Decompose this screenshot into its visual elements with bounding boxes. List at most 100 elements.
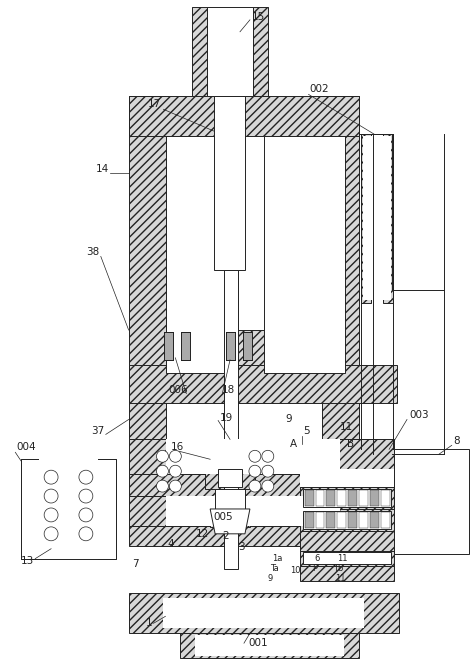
Bar	[337, 512, 346, 528]
Circle shape	[156, 465, 168, 477]
Polygon shape	[210, 509, 250, 534]
Bar	[302, 552, 391, 564]
Text: 38: 38	[86, 247, 99, 257]
Text: 4: 4	[167, 539, 174, 549]
Circle shape	[79, 527, 93, 541]
Text: 002: 002	[310, 84, 329, 94]
Bar	[305, 490, 313, 506]
Text: 11: 11	[337, 554, 348, 563]
Text: 16: 16	[170, 442, 183, 452]
Text: 14: 14	[96, 164, 109, 174]
Bar	[316, 490, 325, 506]
Bar	[359, 490, 368, 506]
Bar	[166, 136, 238, 373]
Text: P: P	[312, 564, 318, 573]
Bar	[243, 332, 252, 360]
Text: 006: 006	[168, 385, 188, 395]
Bar	[337, 490, 346, 506]
Circle shape	[169, 465, 182, 477]
Circle shape	[79, 508, 93, 522]
Bar	[128, 496, 377, 526]
Bar	[128, 96, 359, 136]
Bar	[305, 512, 313, 528]
Text: 004: 004	[16, 442, 36, 452]
Text: 37: 37	[91, 426, 104, 436]
Bar	[300, 531, 394, 550]
Bar	[300, 550, 394, 566]
Bar	[381, 490, 390, 506]
Bar	[166, 496, 340, 526]
Circle shape	[262, 450, 274, 462]
Text: 19: 19	[220, 413, 233, 422]
Bar	[348, 490, 357, 506]
Bar	[363, 136, 391, 300]
Text: 10: 10	[290, 566, 300, 575]
Bar	[210, 509, 250, 527]
Circle shape	[262, 465, 274, 477]
Bar	[166, 440, 340, 474]
Circle shape	[44, 527, 58, 541]
Bar	[128, 96, 166, 440]
Circle shape	[79, 470, 93, 484]
Circle shape	[156, 480, 168, 492]
Circle shape	[156, 450, 168, 462]
Bar	[39, 460, 98, 558]
Bar	[370, 490, 379, 506]
Bar	[359, 512, 368, 528]
Text: 15: 15	[252, 12, 265, 22]
Bar	[264, 136, 346, 373]
Circle shape	[262, 480, 274, 492]
Circle shape	[79, 489, 93, 503]
Bar	[370, 512, 379, 528]
Text: 5: 5	[304, 426, 310, 436]
Circle shape	[44, 470, 58, 484]
Bar	[253, 7, 268, 96]
Text: 9: 9	[286, 415, 292, 424]
Circle shape	[169, 480, 182, 492]
Bar	[361, 134, 371, 303]
Bar	[327, 490, 336, 506]
Bar	[192, 7, 207, 96]
Bar	[224, 499, 238, 568]
Bar	[182, 332, 190, 360]
Bar	[300, 566, 394, 580]
Circle shape	[249, 480, 261, 492]
Circle shape	[44, 489, 58, 503]
Text: 9: 9	[268, 574, 273, 583]
Bar	[300, 469, 394, 487]
Circle shape	[249, 450, 261, 462]
Bar	[316, 512, 325, 528]
Text: 17: 17	[147, 100, 161, 110]
Text: 8: 8	[454, 436, 460, 446]
Bar	[394, 450, 469, 554]
Bar	[21, 460, 116, 558]
Text: 13: 13	[21, 556, 35, 566]
Bar	[302, 511, 391, 529]
Bar	[21, 460, 39, 558]
Bar	[381, 512, 390, 528]
Bar	[300, 509, 394, 531]
Bar	[205, 467, 255, 489]
Bar	[348, 512, 357, 528]
Bar	[128, 526, 377, 546]
Text: 001: 001	[248, 638, 267, 648]
Text: A: A	[290, 440, 297, 450]
Bar	[128, 593, 399, 633]
Bar	[180, 633, 359, 658]
Bar	[321, 96, 359, 440]
Text: 6: 6	[315, 554, 320, 563]
Bar	[300, 440, 394, 469]
Bar	[164, 332, 173, 360]
Bar	[215, 489, 245, 509]
Bar	[166, 330, 289, 365]
Bar	[128, 365, 397, 403]
Bar	[302, 489, 391, 507]
Text: 2: 2	[222, 531, 229, 541]
Bar	[327, 512, 336, 528]
Text: 1a: 1a	[272, 554, 282, 563]
Text: Ta: Ta	[270, 564, 279, 573]
Text: 7: 7	[132, 558, 138, 568]
Bar	[226, 332, 235, 360]
Bar	[98, 460, 116, 558]
Bar	[207, 7, 253, 96]
